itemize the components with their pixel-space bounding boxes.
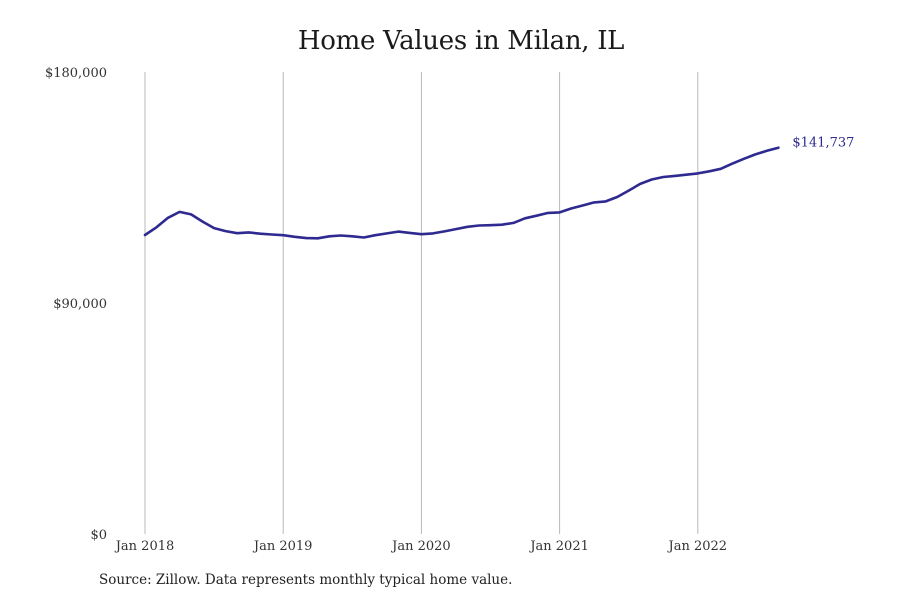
y-tick-label: $180,000 xyxy=(45,66,107,81)
x-tick-label: Jan 2021 xyxy=(528,539,589,554)
y-axis-ticks: $0 $90,000 $180,000 xyxy=(45,66,107,543)
home-value-line xyxy=(143,146,780,240)
x-tick-label: Jan 2018 xyxy=(114,539,175,554)
end-value-label: $141,737 xyxy=(792,136,854,151)
y-tick-label: $90,000 xyxy=(53,297,107,312)
x-tick-label: Jan 2020 xyxy=(390,539,451,554)
chart-title: Home Values in Milan, IL xyxy=(297,26,625,56)
x-tick-label: Jan 2019 xyxy=(252,539,313,554)
source-note: Source: Zillow. Data represents monthly … xyxy=(99,572,513,588)
x-axis-ticks: Jan 2018 Jan 2019 Jan 2020 Jan 2021 Jan 2022 xyxy=(114,539,727,554)
x-tick-label: Jan 2022 xyxy=(667,539,728,554)
y-tick-label: $0 xyxy=(90,528,107,543)
gridlines xyxy=(144,72,699,534)
series-layer xyxy=(143,146,780,240)
